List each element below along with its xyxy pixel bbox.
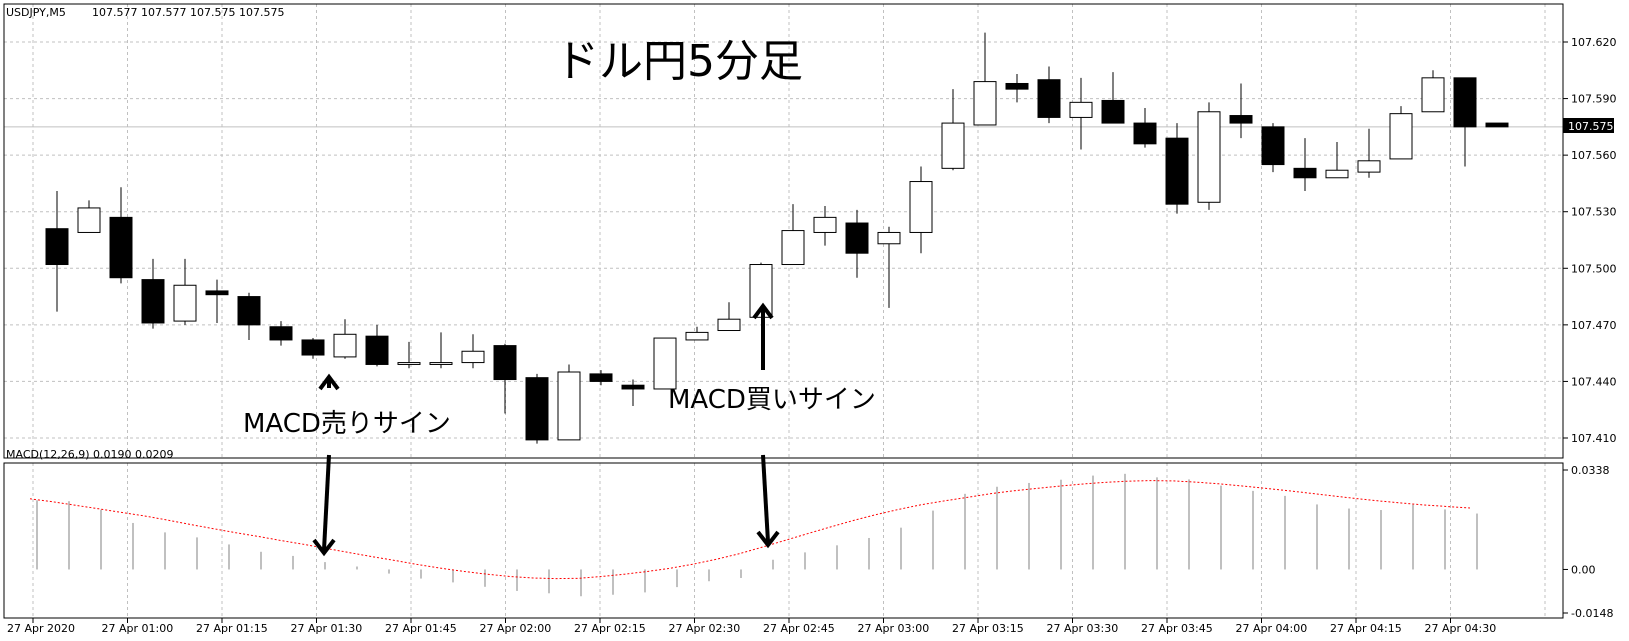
current-price-marker	[1563, 118, 1614, 133]
candle-body	[1165, 137, 1189, 205]
buy-arrow-down	[756, 454, 780, 549]
candle-body	[269, 326, 293, 341]
candle-body	[493, 345, 517, 381]
sell-arrow-up	[318, 373, 340, 391]
macd-y-tick-label: 0.00	[1571, 563, 1596, 576]
symbol-label: USDJPY,M5	[6, 6, 66, 19]
current-price-label: 107.575	[1568, 120, 1614, 133]
x-tick-label: 27 Apr 01:45	[385, 622, 457, 635]
x-tick-label: 27 Apr 03:00	[858, 622, 930, 635]
candle-body	[1101, 99, 1125, 124]
x-tick-label: 27 Apr 01:30	[291, 622, 363, 635]
x-tick-label: 27 Apr 04:30	[1425, 622, 1497, 635]
buy-arrow-up	[752, 302, 774, 370]
axes: 107.620 107.590 107.560 107.530 107.500 107.4…	[3, 3, 1617, 635]
candle-body	[397, 362, 421, 365]
y-tick-label: 107.410	[1571, 432, 1617, 445]
candle-body	[685, 331, 709, 341]
candle-body	[557, 371, 581, 441]
x-tick-label: 27 Apr 02:00	[480, 622, 552, 635]
candle-body	[813, 216, 837, 233]
x-tick-label: 27 Apr 01:15	[196, 622, 268, 635]
chart-title: ドル円5分足	[555, 36, 803, 87]
macd-indicator	[29, 473, 1478, 597]
candle-body	[621, 384, 645, 390]
candle-body	[909, 181, 933, 233]
candle-body	[845, 222, 869, 254]
candle-body	[461, 350, 485, 364]
candle-body	[1453, 77, 1477, 128]
candle-body	[141, 279, 165, 324]
grid	[4, 4, 1563, 618]
candle-body	[45, 228, 69, 266]
y-tick-label: 107.590	[1571, 93, 1617, 106]
candle-body	[1357, 160, 1381, 173]
sell-sign-label: MACD売りサイン	[243, 409, 451, 439]
buy-sign-label: MACD買いサイン	[668, 385, 876, 415]
y-tick-label: 107.560	[1571, 149, 1617, 162]
candle-body	[1133, 122, 1157, 145]
candle-body	[109, 216, 133, 279]
y-tick-label: 107.620	[1571, 36, 1617, 49]
candle-body	[653, 337, 677, 390]
candle-body	[333, 333, 357, 358]
candle-body	[1485, 122, 1509, 128]
y-tick-label: 107.530	[1571, 206, 1617, 219]
candle-body	[877, 231, 901, 245]
x-tick-label: 27 Apr 02:45	[763, 622, 835, 635]
candle-body	[525, 377, 549, 441]
macd-signal-line	[29, 480, 1471, 580]
y-tick-label: 107.500	[1571, 262, 1617, 275]
candle-body	[301, 339, 325, 356]
candle-body	[1389, 113, 1413, 160]
x-tick-label: 27 Apr 03:30	[1047, 622, 1119, 635]
macd-y-tick-label: -0.0148	[1571, 607, 1613, 620]
candle-body	[365, 335, 389, 365]
candle-body	[429, 362, 453, 365]
candle-body	[1069, 101, 1093, 118]
main-frame	[3, 3, 1564, 459]
y-tick-label: 107.470	[1571, 319, 1617, 332]
ohlc-label: 107.577 107.577 107.575 107.575	[92, 6, 284, 19]
candle-body	[941, 122, 965, 169]
candle-body	[1261, 126, 1285, 166]
macd-frame	[3, 462, 1564, 619]
candle-body	[973, 81, 997, 126]
candle-body	[1197, 111, 1221, 203]
candle-body	[1005, 82, 1029, 90]
candle-body	[717, 318, 741, 332]
candle-body	[589, 373, 613, 382]
candle-body	[1037, 79, 1061, 118]
candle-body	[237, 296, 261, 326]
x-tick-label: 27 Apr 04:00	[1236, 622, 1308, 635]
candle-body	[173, 284, 197, 322]
candle-body	[205, 290, 229, 296]
x-tick-label: 27 Apr 03:45	[1141, 622, 1213, 635]
sell-arrow-down	[312, 454, 336, 557]
candle-body	[1421, 77, 1445, 113]
x-tick-label: 27 Apr 03:15	[952, 622, 1024, 635]
x-tick-label: 27 Apr 02:15	[574, 622, 646, 635]
macd-y-tick-label: 0.0338	[1571, 464, 1610, 477]
x-tick-label: 27 Apr 01:00	[102, 622, 174, 635]
candle-body	[1325, 169, 1349, 179]
candle-body	[1229, 115, 1253, 124]
y-tick-label: 107.440	[1571, 375, 1617, 388]
candle-body	[1293, 167, 1317, 179]
candle-body	[77, 207, 101, 233]
x-tick-label: 27 Apr 04:15	[1330, 622, 1402, 635]
x-tick-label: 27 Apr 02:30	[669, 622, 741, 635]
candles	[45, 32, 1509, 444]
candle-body	[781, 230, 805, 266]
macd-label: MACD(12,26,9) 0.0190 0.0209	[6, 448, 174, 461]
x-tick-label: 27 Apr 2020	[7, 622, 75, 635]
